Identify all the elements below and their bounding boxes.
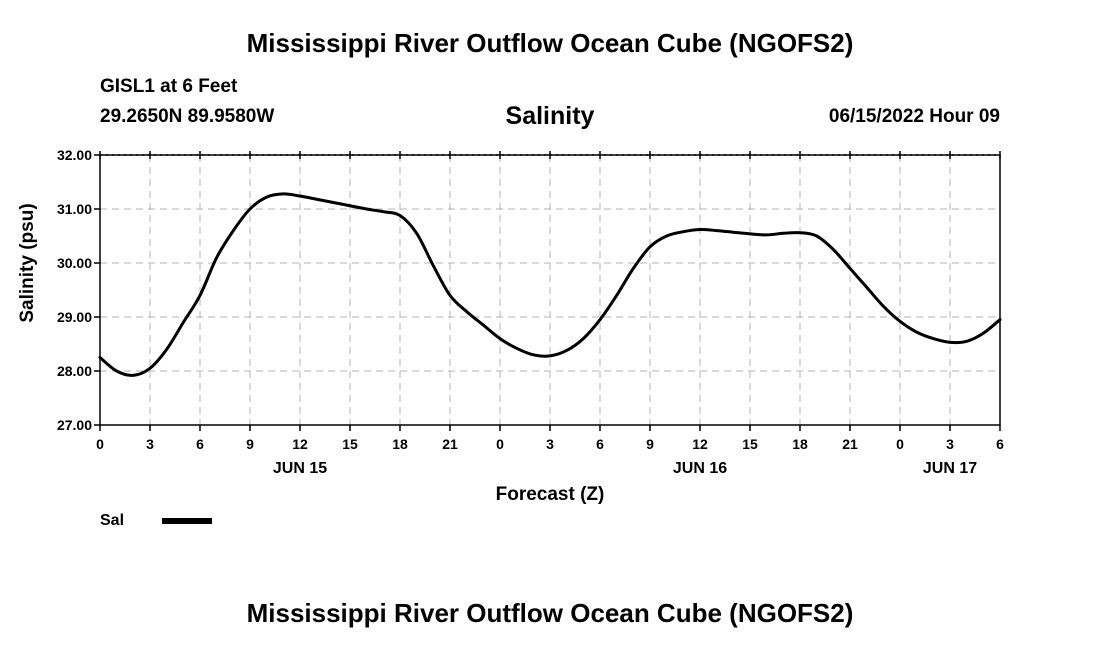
x-tick-label: 3	[546, 436, 554, 452]
y-tick-label: 30.00	[57, 255, 92, 271]
chart-main-title: Mississippi River Outflow Ocean Cube (NG…	[246, 28, 854, 58]
x-tick-label: 18	[792, 436, 808, 452]
x-tick-label: 9	[646, 436, 654, 452]
x-axis-label: Forecast (Z)	[496, 484, 605, 505]
y-axis-label: Salinity (psu)	[17, 203, 38, 322]
x-tick-label: 21	[442, 436, 458, 452]
x-tick-label: 15	[342, 436, 358, 452]
x-tick-label: 0	[96, 436, 104, 452]
x-tick-label: 18	[392, 436, 408, 452]
x-date-label: JUN 16	[673, 460, 727, 477]
y-tick-label: 32.00	[57, 147, 92, 163]
grid-layer	[100, 154, 1000, 426]
x-tick-label: 3	[946, 436, 954, 452]
x-date-label: JUN 15	[273, 460, 327, 477]
salinity-series-line	[98, 192, 1002, 377]
x-tick-label: 15	[742, 436, 758, 452]
station-label: GISL1 at 6 Feet	[100, 76, 238, 97]
y-tick-label: 29.00	[57, 309, 92, 325]
x-tick-label: 3	[146, 436, 154, 452]
x-tick-label: 0	[496, 436, 504, 452]
station-coordinates: 29.2650N 89.9580W	[100, 106, 275, 127]
x-tick-label: 9	[246, 436, 254, 452]
tick-layer: 27.00 28.00 29.00 30.00 31.00 32.00 0 3 6 9 12 15 18…	[57, 147, 1004, 477]
chart-title: Salinity	[506, 102, 595, 130]
y-tick-label: 28.00	[57, 363, 92, 379]
x-tick-label: 6	[596, 436, 604, 452]
x-tick-label: 6	[196, 436, 204, 452]
bottom-repeat-title: Mississippi River Outflow Ocean Cube (NG…	[246, 598, 854, 628]
x-tick-label: 6	[996, 436, 1004, 452]
x-tick-label: 21	[842, 436, 858, 452]
x-date-label: JUN 17	[923, 460, 977, 477]
y-tick-label: 27.00	[57, 417, 92, 433]
legend-label-sal: Sal	[100, 512, 124, 529]
x-tick-label: 12	[692, 436, 708, 452]
forecast-timestamp: 06/15/2022 Hour 09	[828, 106, 1000, 127]
x-tick-label: 12	[292, 436, 308, 452]
x-tick-label: 0	[896, 436, 904, 452]
y-tick-label: 31.00	[57, 201, 92, 217]
